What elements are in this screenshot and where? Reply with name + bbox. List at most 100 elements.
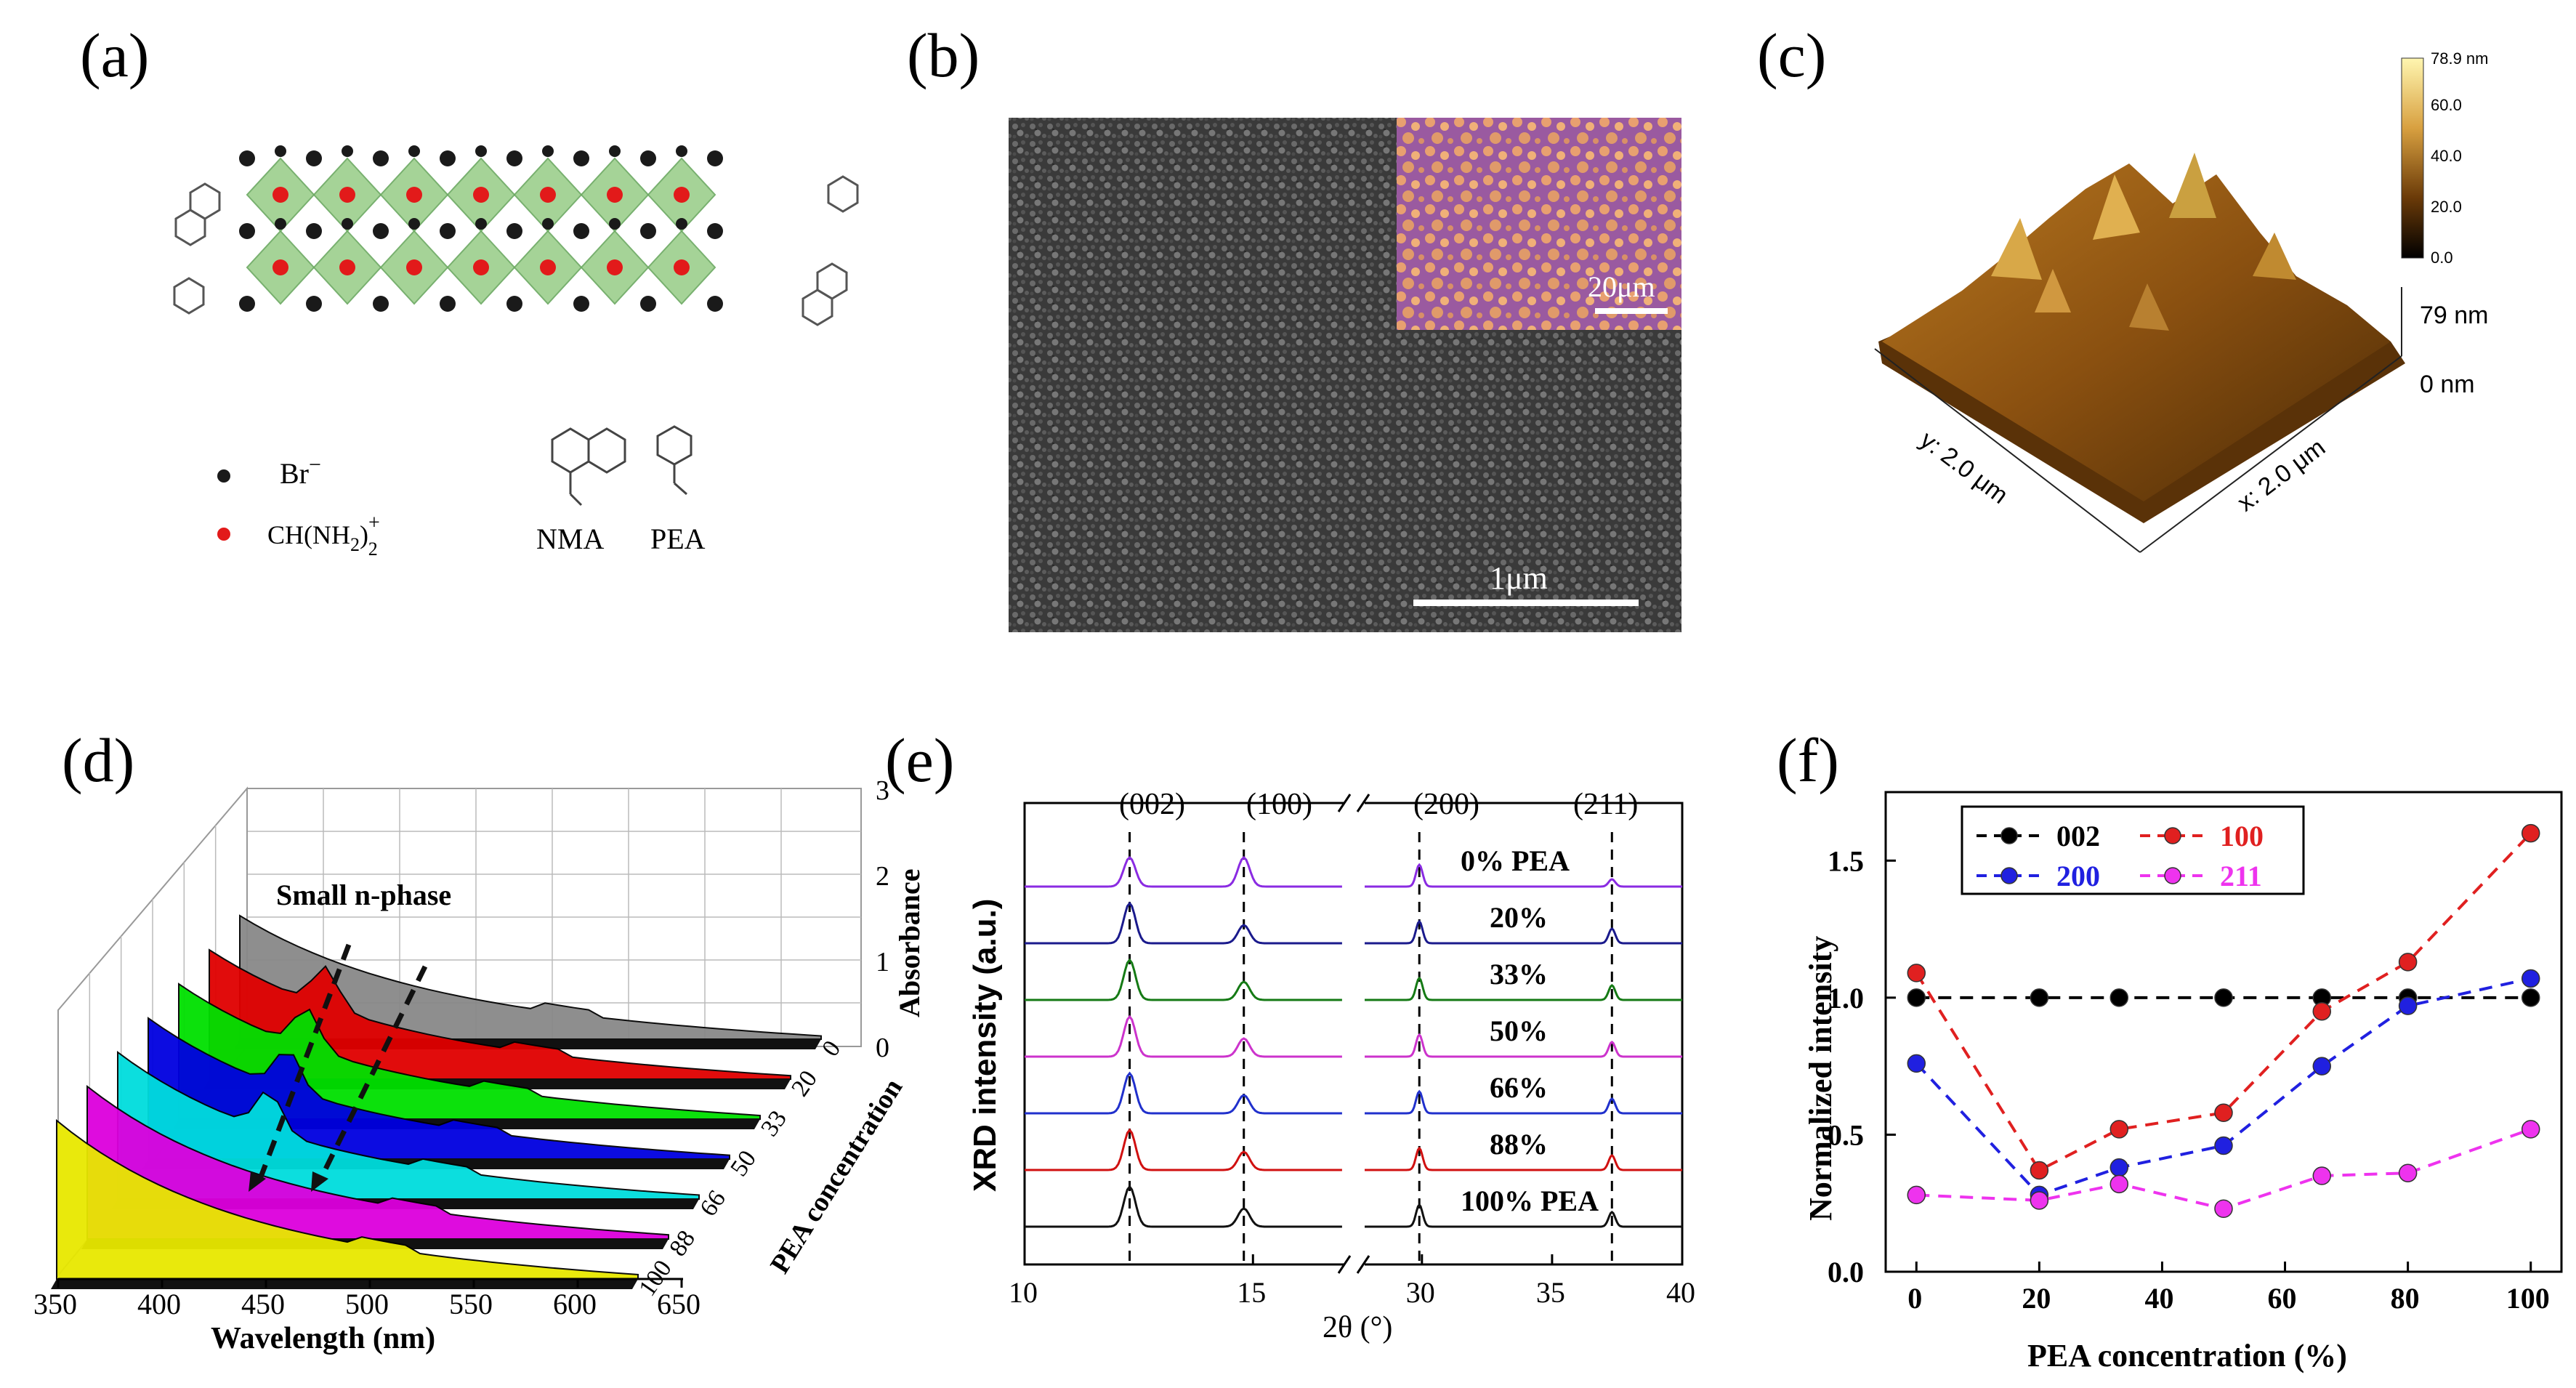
- data-point-211: [2521, 1120, 2540, 1139]
- data-point-200: [2521, 969, 2540, 988]
- legend-label: 211: [2220, 860, 2262, 892]
- scale-label: 1μm: [1490, 560, 1548, 596]
- absorbance-ribbon: [148, 1017, 730, 1160]
- bromide-atom: [342, 218, 353, 230]
- bromide-atom: [440, 296, 456, 312]
- d-ztick: 88: [664, 1226, 700, 1262]
- inset-scale-label: 20μm: [1588, 270, 1655, 303]
- d-ylabel: Absorbance: [893, 869, 926, 1017]
- bromide-atom: [342, 145, 353, 157]
- fa-cation: [540, 259, 556, 275]
- fa-cation: [339, 259, 355, 275]
- bromide-atom: [475, 218, 487, 230]
- nma-label: NMA: [536, 522, 604, 555]
- bromide-atom: [306, 296, 322, 312]
- data-point-002: [2214, 988, 2233, 1007]
- d-ztick: 0: [817, 1036, 846, 1061]
- xrd-trace: [1025, 901, 1682, 945]
- e-xtick: 10: [1009, 1276, 1038, 1309]
- d-xtick: 550: [449, 1288, 493, 1320]
- fa-cation: [272, 259, 288, 275]
- bromide-atom: [475, 145, 487, 157]
- f-ytick: 0.5: [1828, 1118, 1864, 1151]
- data-point-100: [2398, 953, 2418, 972]
- pea-molecule-icon: [656, 425, 693, 496]
- f-ytick: 0.0: [1828, 1256, 1864, 1288]
- bromide-atom: [640, 223, 656, 239]
- data-point-200: [1907, 1054, 1926, 1073]
- panel-f: (f) 0 20 40 60 80 100 0.0 0.5 1.0 1.5 PEA concentr…: [1777, 725, 2563, 1373]
- e-xtick: 40: [1666, 1276, 1695, 1309]
- e-xtick: 30: [1406, 1276, 1435, 1309]
- panel-label-e: (e): [885, 725, 954, 795]
- xrd-trace: [1025, 855, 1682, 888]
- y-axis-label: y: 2.0 μm: [1915, 426, 2013, 509]
- fa-cation: [607, 187, 623, 203]
- arrow-head: [249, 1171, 266, 1192]
- colorbar-ticks: 78.9 nm 60.0 40.0 20.0 0.0: [2431, 49, 2489, 267]
- d-ztick: 50: [725, 1146, 762, 1182]
- bromide-atom: [275, 145, 286, 157]
- bromide-atom: [676, 218, 687, 230]
- e-xtick: 35: [1536, 1276, 1565, 1309]
- d-xtick: 650: [657, 1288, 700, 1320]
- data-point-211: [2312, 1166, 2332, 1185]
- bromide-atom: [373, 150, 389, 166]
- bromide-atom: [640, 296, 656, 312]
- bromide-atom: [408, 218, 420, 230]
- legend-a: Br− CH(NH2)+ 2 NMA PEA: [217, 425, 706, 560]
- bromide-atom: [373, 223, 389, 239]
- panel-label-c: (c): [1757, 20, 1826, 90]
- pea-molecule: [827, 175, 859, 213]
- d-xtick: 500: [345, 1288, 389, 1320]
- xrd-plot: 10 15 30 35 40 (002) (100) (200) (211)0% PEA 20% 3…: [1009, 788, 1695, 1309]
- bromide-atom: [609, 218, 621, 230]
- normalized-intensity-chart: 0 20 40 60 80 100 0.0 0.5 1.0 1.5 PEA concentratio…: [1803, 791, 2563, 1373]
- fa-cation: [473, 187, 489, 203]
- trace-label: 88%: [1490, 1128, 1548, 1161]
- xrd-trace: [1025, 1185, 1682, 1228]
- ribbon-base: [51, 1279, 638, 1289]
- absorbance-ribbon: [56, 1118, 639, 1280]
- bromide-atom: [239, 150, 255, 166]
- fa-cation: [540, 187, 556, 203]
- d-xtick: 600: [553, 1288, 597, 1320]
- legend-label: 200: [2056, 860, 2100, 892]
- bromide-atom: [506, 150, 522, 166]
- f-legend: [1961, 805, 2305, 895]
- panel-label-f: (f): [1777, 725, 1839, 795]
- bromide-atom: [609, 145, 621, 157]
- absorbance-ribbon: [86, 1084, 669, 1240]
- break-mark: [1337, 794, 1352, 812]
- d-ytick: 2: [876, 861, 889, 892]
- absorbance-ribbon: [209, 948, 791, 1080]
- bromide-atom: [239, 223, 255, 239]
- fa-cation: [406, 259, 422, 275]
- trace-label: 33%: [1490, 958, 1548, 990]
- bromide-atom: [408, 145, 420, 157]
- f-xtick: 20: [2022, 1282, 2051, 1315]
- data-point-200: [2312, 1057, 2332, 1076]
- panel-c: (c) 78.9 nm 60.0 40.0 20.0 0.0 79 nm 0 n…: [1757, 20, 2489, 553]
- data-point-200: [2109, 1158, 2129, 1177]
- data-point-200: [2398, 996, 2418, 1015]
- bromide-atom: [640, 150, 656, 166]
- f-ytick: 1.0: [1828, 982, 1864, 1014]
- bromide-atom: [676, 145, 687, 157]
- f-xtick: 0: [1907, 1282, 1922, 1315]
- dashed-arrow: [255, 943, 352, 1186]
- colorbar-tick: 0.0: [2431, 249, 2453, 267]
- data-point-002: [2109, 988, 2129, 1007]
- data-point-100: [2030, 1161, 2049, 1180]
- fa-cation: [473, 259, 489, 275]
- absorbance-ribbon: [178, 983, 761, 1120]
- legend-br: Br−: [280, 453, 321, 490]
- peak-label: (211): [1573, 788, 1638, 821]
- data-point-200: [2214, 1136, 2233, 1155]
- panel-b: (b) 20μm 1μm: [907, 20, 1681, 632]
- colorbar: [2401, 57, 2424, 259]
- bromide-atom: [542, 218, 554, 230]
- absorbance-ribbon: [117, 1051, 700, 1200]
- nma-molecule-icon: [551, 427, 626, 507]
